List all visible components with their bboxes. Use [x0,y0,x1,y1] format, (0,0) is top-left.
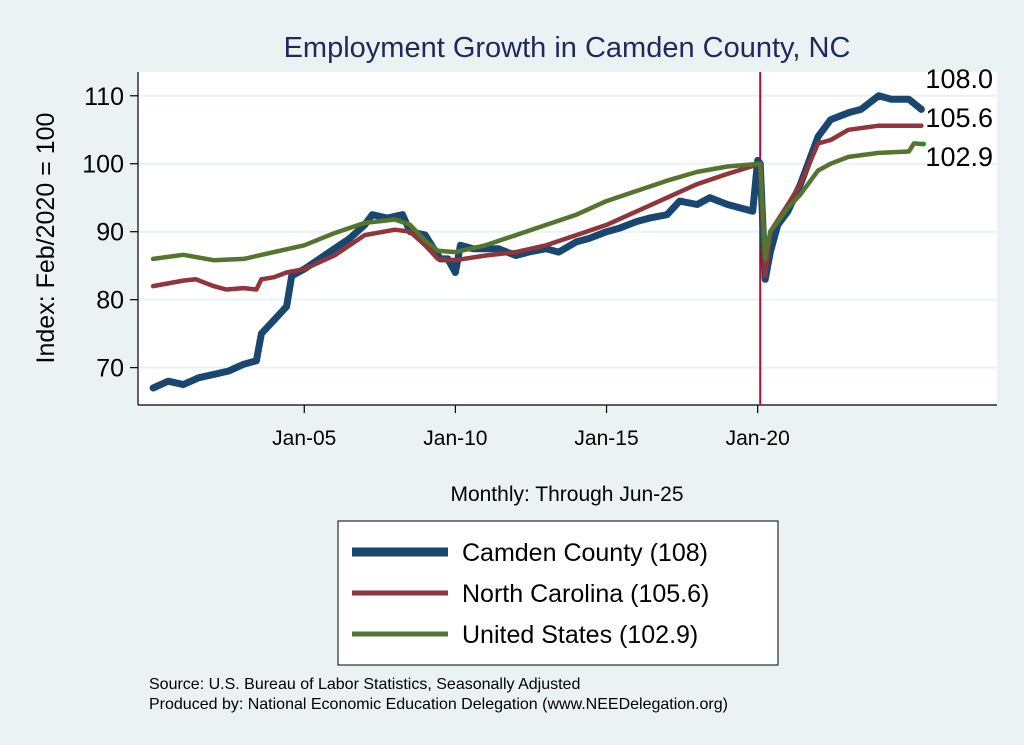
legend-label: North Carolina (105.6) [462,580,709,608]
x-tick-label: Jan-10 [423,427,487,450]
series-lines [149,92,926,392]
y-tick-label: 90 [96,219,124,247]
legend-label: Camden County (108) [462,539,708,567]
series-line-2 [150,141,924,263]
x-tick-label: Jan-15 [574,427,638,450]
chart-title: Employment Growth in Camden County, NC [284,32,851,64]
end-marker [920,141,926,147]
end-label: 102.9 [925,142,993,172]
gridlines [138,94,997,369]
y-axis-label: Index: Feb/2020 = 100 [32,113,60,364]
end-label: 105.6 [925,103,993,133]
x-tick-label: Jan-20 [726,427,790,450]
y-tick-label: 80 [96,287,124,315]
y-tick-label: 100 [82,151,124,179]
legend: Camden County (108) North Carolina (105.6… [352,539,709,649]
produced-by-note: Produced by: National Economic Education… [149,696,728,713]
series-line-1 [150,123,924,292]
axes: 70 80 90 100 110 Jan-05 Jan-10 Jan-15 Jan-20 [82,72,997,450]
end-labels: 108.0 105.6 102.9 [925,64,993,172]
source-note: Source: U.S. Bureau of Labor Statistics,… [149,676,580,693]
x-tick-label: Jan-05 [272,427,336,450]
y-tick-label: 70 [96,355,124,383]
legend-label: United States (102.9) [462,621,698,649]
x-axis-label: Monthly: Through Jun-25 [450,483,683,506]
y-tick-label: 110 [84,83,124,111]
end-label: 108.0 [925,64,993,94]
